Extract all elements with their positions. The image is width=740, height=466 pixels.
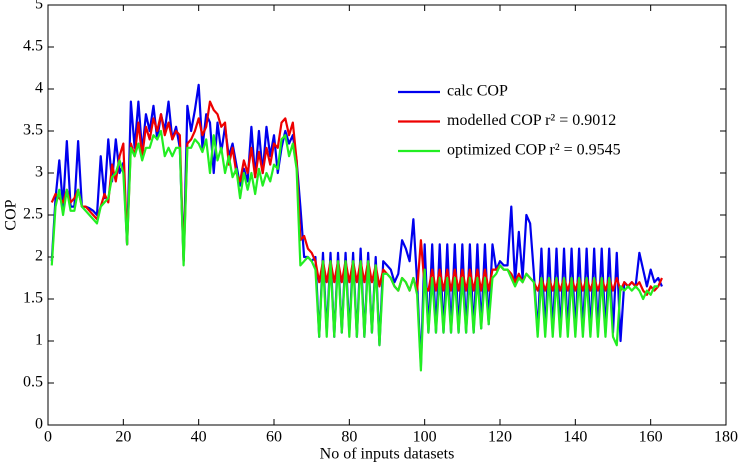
y-tick-label: 4: [35, 80, 43, 97]
y-tick-label: 3: [35, 164, 43, 181]
x-tick-label: 120: [488, 429, 512, 446]
legend-label: calc COP: [447, 83, 508, 100]
y-tick-label: 4.5: [23, 38, 43, 55]
x-tick-label: 100: [413, 429, 437, 446]
series-line: [50, 100, 663, 296]
legend-label: modelled COP r² = 0.9012: [447, 112, 616, 129]
y-tick-label: 0: [35, 416, 43, 433]
plot-frame: [47, 4, 727, 426]
y-tick-label: 1.5: [23, 290, 43, 307]
legend-label: optimized COP r² = 0.9545: [447, 142, 621, 159]
x-tick-label: 60: [266, 429, 282, 446]
y-tick-label: 3.5: [23, 122, 43, 139]
x-tick-label: 80: [341, 429, 357, 446]
series-line: [50, 129, 659, 372]
y-tick-label: 2: [35, 248, 43, 265]
y-axis-label: COP: [3, 199, 20, 230]
y-tick-label: 1: [35, 332, 43, 349]
x-tick-label: 140: [563, 429, 587, 446]
x-axis-label: No of inputs datasets: [320, 446, 455, 463]
y-tick-label: 0.5: [23, 374, 43, 391]
y-tick-label: 2.5: [23, 206, 43, 223]
x-tick-label: 20: [115, 429, 131, 446]
y-tick-label: 5: [35, 0, 43, 13]
x-tick-label: 0: [44, 429, 52, 446]
x-tick-label: 40: [191, 429, 207, 446]
x-tick-label: 160: [639, 429, 663, 446]
x-tick-label: 180: [714, 429, 738, 446]
